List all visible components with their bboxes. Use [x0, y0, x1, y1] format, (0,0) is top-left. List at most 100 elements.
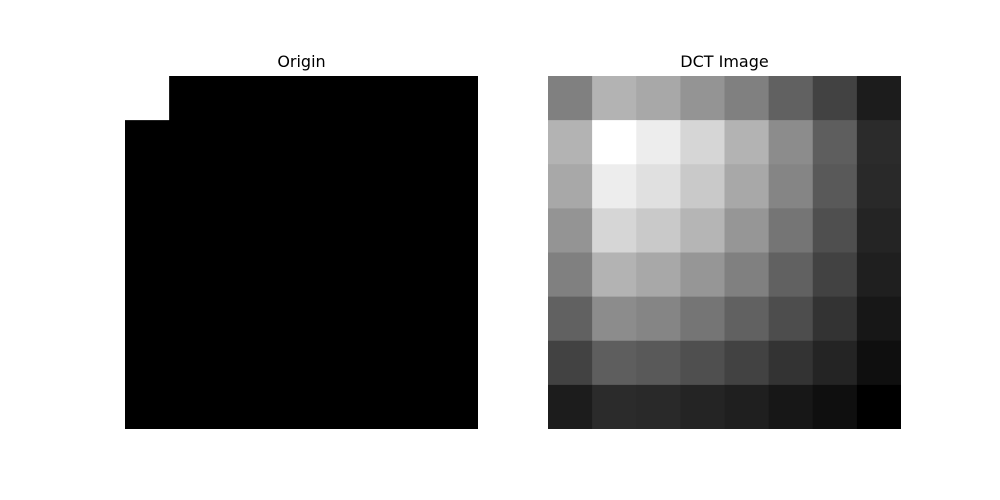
dct-cell-r0-c2: [636, 76, 681, 121]
origin-cell-r6-c3: [257, 340, 303, 386]
origin-cell-r6-c7: [433, 340, 478, 386]
dct-cell-r0-c7: [856, 76, 901, 121]
dct-cell-r2-c3: [680, 164, 726, 209]
dct-cell-r3-c1: [592, 208, 637, 254]
dct-cell-r5-c2: [636, 296, 681, 342]
origin-cell-r4-c2: [213, 252, 258, 298]
origin-cell-r4-c3: [257, 252, 303, 298]
origin-cell-r6-c0: [125, 340, 170, 386]
dct-cell-r7-c5: [768, 384, 814, 429]
origin-cell-r5-c6: [389, 296, 435, 342]
origin-cell-r2-c1: [169, 164, 214, 209]
origin-cell-r7-c4: [301, 384, 347, 429]
origin-cell-r3-c3: [257, 208, 303, 254]
origin-cell-r2-c7: [433, 164, 478, 209]
origin-cell-r6-c4: [301, 340, 347, 386]
dct-cell-r6-c5: [768, 340, 814, 386]
dct-cell-r3-c6: [812, 208, 858, 254]
dct-cell-r2-c5: [768, 164, 814, 209]
dct-cell-r3-c3: [680, 208, 726, 254]
origin-cell-r3-c6: [389, 208, 435, 254]
dct-cell-r0-c3: [680, 76, 726, 121]
origin-cell-r2-c3: [257, 164, 303, 209]
origin-cell-r5-c4: [301, 296, 347, 342]
origin-cell-r0-c1: [169, 76, 214, 121]
dct-cell-r6-c7: [856, 340, 901, 386]
origin-cell-r7-c5: [345, 384, 391, 429]
dct-cell-r7-c2: [636, 384, 681, 429]
origin-cell-r6-c6: [389, 340, 435, 386]
origin-cell-r2-c2: [213, 164, 258, 209]
origin-cell-r3-c1: [169, 208, 214, 254]
origin-cell-r7-c1: [169, 384, 214, 429]
origin-cell-r1-c6: [389, 120, 435, 165]
dct-cell-r1-c7: [856, 120, 901, 165]
dct-cell-r0-c6: [812, 76, 858, 121]
dct-cell-r5-c6: [812, 296, 858, 342]
origin-cell-r1-c1: [169, 120, 214, 165]
dct-cell-r7-c7: [856, 384, 901, 429]
origin-cell-r2-c0: [125, 164, 170, 209]
dct-cell-r7-c6: [812, 384, 858, 429]
dct-cell-r4-c7: [856, 252, 901, 298]
origin-cell-r0-c5: [345, 76, 391, 121]
dct-cell-r6-c6: [812, 340, 858, 386]
origin-cell-r0-c4: [301, 76, 347, 121]
dct-cell-r1-c4: [724, 120, 770, 165]
origin-cell-r5-c0: [125, 296, 170, 342]
origin-cell-r4-c0: [125, 252, 170, 298]
dct-cell-r1-c5: [768, 120, 814, 165]
dct-cell-r2-c0: [548, 164, 593, 209]
origin-cell-r1-c2: [213, 120, 258, 165]
origin-cell-r7-c2: [213, 384, 258, 429]
origin-cell-r3-c0: [125, 208, 170, 254]
origin-cell-r0-c6: [389, 76, 435, 121]
dct-cell-r0-c4: [724, 76, 770, 121]
origin-cell-r1-c3: [257, 120, 303, 165]
origin-cell-r3-c2: [213, 208, 258, 254]
dct-cell-r3-c2: [636, 208, 681, 254]
dct-cell-r4-c3: [680, 252, 726, 298]
dct-cell-r5-c7: [856, 296, 901, 342]
dct-cell-r4-c1: [592, 252, 637, 298]
dct-cell-r4-c4: [724, 252, 770, 298]
origin-cell-r7-c0: [125, 384, 170, 429]
origin-cell-r2-c4: [301, 164, 347, 209]
dct-cell-r0-c5: [768, 76, 814, 121]
origin-cell-r5-c5: [345, 296, 391, 342]
origin-cell-r4-c4: [301, 252, 347, 298]
dct-cell-r4-c6: [812, 252, 858, 298]
dct-cell-r2-c6: [812, 164, 858, 209]
dct-cell-r5-c1: [592, 296, 637, 342]
origin-cell-r4-c1: [169, 252, 214, 298]
dct-cell-r2-c4: [724, 164, 770, 209]
dct-cell-r5-c5: [768, 296, 814, 342]
dct-cell-r0-c1: [592, 76, 637, 121]
dct-cell-r5-c4: [724, 296, 770, 342]
dct-cell-r2-c1: [592, 164, 637, 209]
dct-cell-r1-c1: [592, 120, 637, 165]
origin-cell-r3-c7: [433, 208, 478, 254]
dct-cell-r0-c0: [548, 76, 593, 121]
origin-cell-r0-c3: [257, 76, 303, 121]
origin-cell-r1-c4: [301, 120, 347, 165]
origin-cell-r5-c1: [169, 296, 214, 342]
dct-cell-r4-c0: [548, 252, 593, 298]
origin-cell-r7-c3: [257, 384, 303, 429]
dct-cell-r2-c7: [856, 164, 901, 209]
origin-cell-r5-c7: [433, 296, 478, 342]
origin-cell-r3-c4: [301, 208, 347, 254]
origin-cell-r7-c6: [389, 384, 435, 429]
dct-heatmap: [548, 76, 901, 429]
origin-cell-r0-c0: [125, 76, 170, 121]
dct-cell-r6-c4: [724, 340, 770, 386]
dct-cell-r3-c5: [768, 208, 814, 254]
dct-image-title: DCT Image: [680, 52, 769, 71]
origin-cell-r1-c5: [345, 120, 391, 165]
origin-cell-r3-c5: [345, 208, 391, 254]
origin-cell-r7-c7: [433, 384, 478, 429]
dct-cell-r7-c1: [592, 384, 637, 429]
dct-cell-r5-c0: [548, 296, 593, 342]
origin-cell-r4-c5: [345, 252, 391, 298]
